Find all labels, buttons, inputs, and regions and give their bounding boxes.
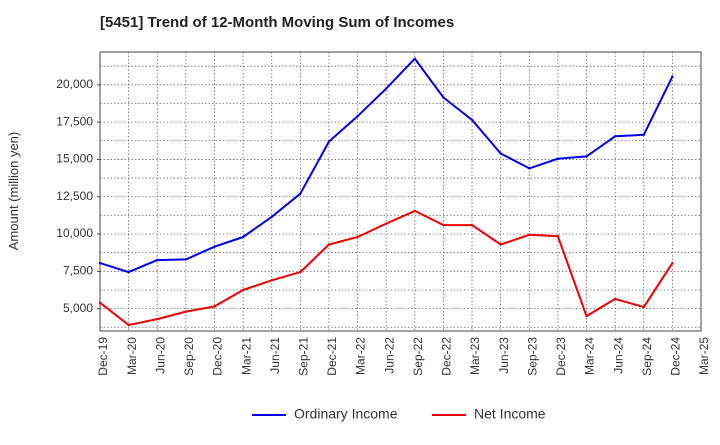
y-tick-label: 12,500: [56, 189, 93, 203]
y-tick-label: 15,000: [56, 152, 93, 166]
y-tick-label: 7,500: [63, 263, 93, 277]
x-tick-label: Dec-20: [211, 337, 225, 376]
data-point-ordinary-income: [413, 57, 417, 60]
y-tick-label: 20,000: [56, 77, 93, 91]
x-tick-label: Mar-21: [239, 337, 253, 375]
legend-label-net-income: Net Income: [474, 406, 546, 422]
x-tick-label: Mar-23: [468, 337, 482, 375]
data-point-net-income: [299, 270, 302, 274]
x-tick-label: Dec-21: [325, 337, 339, 376]
data-point-ordinary-income: [127, 270, 130, 274]
data-point-ordinary-income: [270, 215, 273, 219]
axis-layer: Dec-19 Mar-20 Jun-20 Sep-20 Dec-20 Mar-21 Jun-…: [56, 77, 711, 376]
x-tick-label: Jun-22: [382, 337, 396, 374]
series-layer: [98, 57, 674, 327]
legend-label-ordinary-income: Ordinary Income: [294, 406, 398, 422]
data-point-net-income: [156, 317, 159, 321]
data-point-ordinary-income: [470, 118, 474, 122]
data-point-net-income: [184, 310, 188, 313]
data-point-ordinary-income: [299, 192, 302, 195]
grid-layer: [100, 52, 701, 331]
x-tick-label: Dec-24: [669, 337, 683, 376]
x-tick-label: Jun-21: [268, 337, 282, 374]
x-tick-label: Sep-20: [182, 337, 196, 376]
data-point-ordinary-income: [671, 75, 674, 78]
data-point-ordinary-income: [98, 261, 102, 265]
data-point-ordinary-income: [642, 133, 645, 137]
data-point-net-income: [499, 243, 502, 246]
data-point-ordinary-income: [184, 258, 188, 261]
data-point-ordinary-income: [585, 155, 588, 158]
x-tick-label: Mar-22: [354, 337, 368, 375]
x-tick-label: Sep-23: [525, 337, 539, 376]
data-point-ordinary-income: [528, 167, 531, 170]
data-point-net-income: [327, 243, 331, 246]
data-point-net-income: [384, 222, 388, 225]
x-tick-label: Dec-23: [554, 337, 568, 376]
data-point-ordinary-income: [356, 114, 359, 118]
y-tick-label: 17,500: [56, 114, 93, 128]
data-point-ordinary-income: [156, 258, 159, 262]
y-tick-label: 10,000: [56, 226, 93, 240]
x-tick-label: Jun-24: [611, 337, 625, 374]
x-tick-label: Jun-23: [497, 337, 511, 374]
data-point-ordinary-income: [613, 135, 617, 138]
data-point-net-income: [213, 305, 216, 308]
chart-title: [5451] Trend of 12-Month Moving Sum of I…: [100, 14, 455, 31]
x-tick-label: Mar-24: [583, 337, 597, 375]
x-tick-label: Sep-22: [411, 337, 425, 376]
x-tick-label: Mar-20: [125, 337, 139, 375]
data-point-ordinary-income: [384, 87, 388, 90]
x-tick-label: Sep-21: [297, 337, 311, 376]
data-point-net-income: [356, 235, 359, 239]
legend: Ordinary Income Net Income: [252, 406, 546, 422]
data-point-net-income: [127, 323, 130, 327]
data-point-net-income: [442, 223, 445, 227]
data-point-net-income: [585, 314, 588, 318]
data-point-net-income: [613, 297, 617, 301]
x-tick-label: Jun-20: [153, 337, 167, 374]
data-point-ordinary-income: [241, 235, 245, 239]
data-point-net-income: [470, 223, 474, 227]
data-point-net-income: [556, 235, 560, 238]
x-tick-label: Dec-19: [96, 337, 110, 376]
x-tick-label: Mar-25: [697, 337, 711, 375]
y-axis-label: Amount (million yen): [6, 132, 21, 251]
data-point-net-income: [413, 209, 417, 213]
data-point-ordinary-income: [499, 152, 502, 155]
x-tick-label: Sep-24: [640, 337, 654, 376]
plot-frame: [99, 51, 702, 332]
x-tick-label: Dec-22: [440, 337, 454, 376]
data-point-net-income: [270, 279, 273, 282]
data-point-ordinary-income: [213, 245, 216, 248]
data-point-net-income: [528, 233, 531, 236]
data-point-ordinary-income: [556, 157, 560, 160]
data-point-net-income: [241, 288, 245, 292]
y-tick-label: 5,000: [63, 301, 93, 315]
data-point-net-income: [98, 301, 102, 304]
data-point-ordinary-income: [327, 140, 331, 143]
data-point-net-income: [671, 261, 674, 265]
data-point-ordinary-income: [442, 96, 445, 99]
data-point-net-income: [642, 305, 645, 309]
